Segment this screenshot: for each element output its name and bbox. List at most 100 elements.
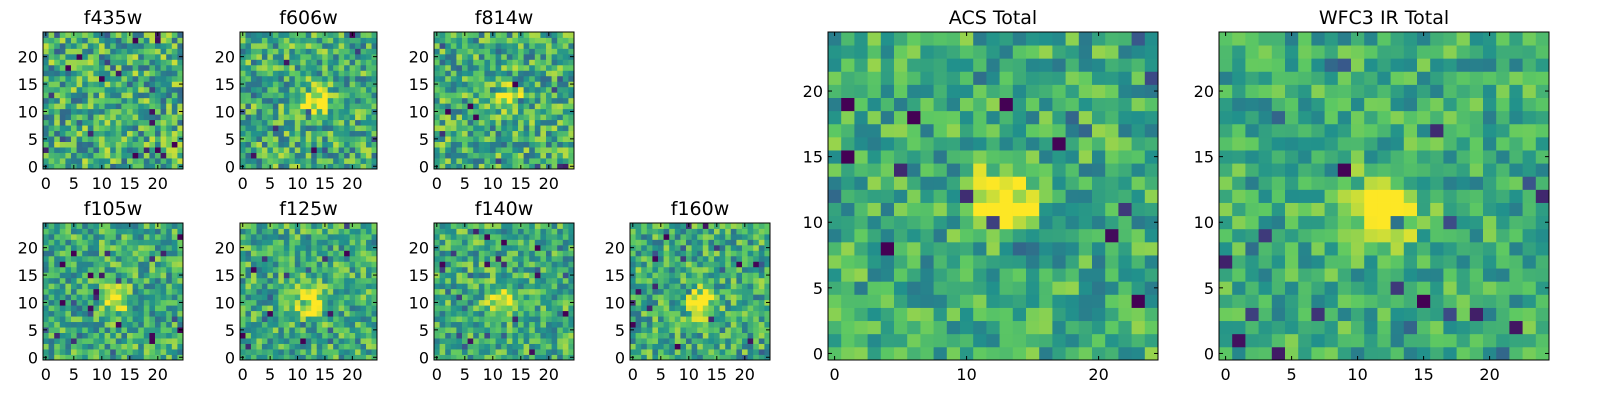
heatmap-cell — [48, 147, 55, 153]
heatmap-cell — [338, 114, 345, 121]
heatmap-cell — [1144, 294, 1159, 308]
heatmap-cell — [99, 125, 105, 132]
y-tick-label: 5 — [615, 321, 625, 340]
heatmap-cell — [93, 332, 100, 339]
heatmap-cell — [360, 37, 367, 44]
heatmap-cell — [261, 272, 268, 279]
heatmap-cell — [467, 244, 474, 251]
heatmap-cell — [719, 294, 726, 301]
heatmap-cell — [568, 48, 575, 55]
heatmap-cell — [450, 261, 457, 268]
heatmap-cell — [920, 281, 934, 295]
heatmap-cell — [456, 255, 463, 262]
heatmap-cell — [48, 32, 55, 38]
heatmap-cell — [702, 272, 709, 279]
heatmap-cell — [256, 244, 263, 251]
heatmap-cell — [160, 136, 167, 142]
heatmap-cell — [283, 310, 290, 317]
heatmap-cell — [294, 255, 301, 262]
heatmap-cell — [149, 283, 156, 290]
heatmap-cell — [121, 283, 128, 290]
heatmap-cell — [138, 272, 145, 279]
heatmap-cell — [478, 108, 485, 115]
heatmap-cell — [946, 202, 961, 217]
heatmap-cell — [1131, 228, 1146, 243]
heatmap-cell — [551, 86, 558, 93]
heatmap-cell — [854, 215, 868, 230]
heatmap-cell — [289, 81, 296, 88]
heatmap-cell — [742, 261, 748, 268]
heatmap-cell — [138, 114, 145, 121]
heatmap-cell — [138, 310, 145, 317]
heatmap-cell — [534, 103, 541, 110]
heatmap-cell — [1078, 333, 1093, 348]
heatmap-cell — [349, 250, 356, 257]
heatmap-cell — [366, 332, 372, 339]
heatmap-cell — [523, 233, 530, 240]
heatmap-cell — [256, 53, 263, 60]
heatmap-cell — [439, 349, 446, 355]
heatmap-cell — [484, 228, 491, 235]
heatmap-cell — [506, 305, 513, 312]
heatmap-cell — [730, 343, 737, 350]
heatmap-cell — [99, 97, 105, 104]
heatmap-cell — [946, 294, 961, 308]
heatmap-cell — [138, 354, 145, 361]
heatmap-cell — [99, 48, 105, 55]
heatmap-cell — [501, 228, 508, 235]
heatmap-cell — [736, 277, 743, 284]
x-tick-label: 0 — [432, 174, 442, 193]
x-tick-label: 10 — [483, 365, 503, 384]
heatmap-cell — [478, 114, 485, 121]
heatmap-cell — [327, 316, 334, 323]
heatmap-cell — [355, 103, 361, 110]
heatmap-cell — [725, 338, 732, 344]
heatmap-cell — [344, 147, 350, 153]
heatmap-cell — [434, 70, 440, 77]
heatmap-cell — [149, 223, 156, 229]
heatmap-cell — [283, 299, 290, 306]
heatmap-cell — [99, 228, 105, 235]
heatmap-cell — [43, 250, 49, 257]
heatmap-cell — [344, 86, 350, 93]
heatmap-cell — [506, 147, 513, 153]
heatmap-cell — [132, 75, 139, 82]
heatmap-cell — [166, 32, 173, 38]
heatmap-cell — [59, 136, 66, 142]
heatmap-cell — [245, 244, 252, 251]
heatmap-cell — [267, 299, 274, 306]
heatmap-cell — [87, 261, 94, 268]
heatmap-cell — [99, 288, 105, 295]
heatmap-cell — [327, 283, 334, 290]
heatmap-cell — [300, 130, 307, 137]
heatmap-cell — [166, 81, 173, 88]
heatmap-cells — [43, 32, 184, 170]
heatmap-cell — [529, 343, 536, 350]
heatmap-cell — [697, 321, 704, 328]
heatmap-cell — [562, 283, 569, 290]
heatmap-cell — [166, 338, 173, 344]
heatmap-cell — [933, 268, 948, 282]
heatmap-cell — [250, 233, 257, 240]
heatmap-cell — [104, 261, 111, 268]
heatmap-cell — [316, 250, 323, 257]
heatmap-cell — [691, 349, 698, 355]
heatmap-cell — [674, 261, 681, 268]
heatmap-cell — [523, 349, 530, 355]
heatmap-cell — [467, 316, 474, 323]
heatmap-cell — [93, 239, 100, 246]
heatmap-cell — [529, 75, 536, 82]
heatmap-cell — [646, 338, 653, 344]
heatmap-cell — [691, 299, 698, 306]
heatmap-cell — [333, 32, 340, 38]
heatmap-cell — [518, 343, 524, 350]
heatmap-cell — [512, 75, 519, 82]
heatmap-cell — [674, 233, 681, 240]
heatmap-cell — [1065, 176, 1080, 190]
heatmap-cell — [43, 130, 49, 137]
heatmap-cell — [663, 338, 670, 344]
heatmap-cell — [355, 147, 361, 153]
heatmap-cell — [76, 327, 83, 333]
heatmap-cell — [730, 250, 737, 257]
heatmap-cell — [450, 316, 457, 323]
